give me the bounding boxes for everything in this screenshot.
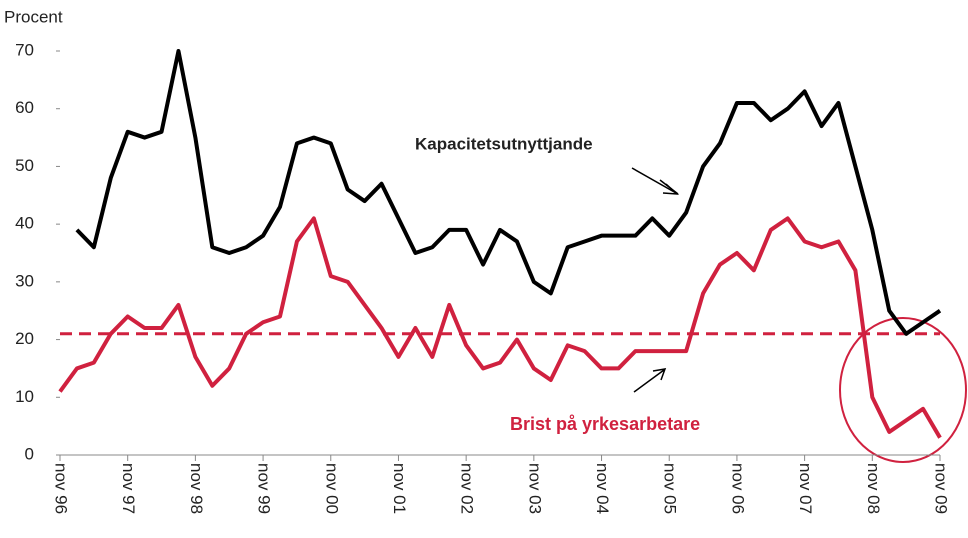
- y-tick-label: 0: [25, 444, 34, 463]
- highlight-ellipse: [839, 317, 967, 463]
- x-tick-label: nov 01: [390, 463, 409, 514]
- series-line: [58, 216, 942, 439]
- y-tick-label: 70: [15, 40, 34, 59]
- x-tick-label: nov 08: [864, 463, 883, 514]
- series-line: [75, 49, 942, 336]
- x-tick-label: nov 00: [322, 463, 341, 514]
- y-tick-label: 50: [15, 156, 34, 175]
- x-tick-label: nov 99: [255, 463, 274, 514]
- y-tick-label: 30: [15, 271, 34, 290]
- y-axis-label: Procent: [4, 7, 63, 26]
- x-tick-label: nov 98: [187, 463, 206, 514]
- x-tick-label: nov 03: [525, 463, 544, 514]
- series-label: Brist på yrkesarbetare: [510, 414, 700, 434]
- x-tick-label: nov 97: [119, 463, 138, 514]
- y-tick-label: 60: [15, 98, 34, 117]
- arrow: [633, 368, 667, 393]
- x-tick-label: nov 05: [661, 463, 680, 514]
- x-tick-label: nov 96: [52, 463, 71, 514]
- x-tick-label: nov 02: [458, 463, 477, 514]
- x-tick-label: nov 09: [932, 463, 951, 514]
- y-tick-label: 10: [15, 387, 34, 406]
- arrow: [631, 167, 680, 195]
- y-tick-label: 40: [15, 214, 34, 233]
- x-tick-label: nov 07: [796, 463, 815, 514]
- x-tick-label: nov 06: [728, 463, 747, 514]
- series-label: Kapacitetsutnyttjande: [415, 134, 593, 153]
- y-tick-label: 20: [15, 329, 34, 348]
- x-tick-label: nov 04: [593, 463, 612, 514]
